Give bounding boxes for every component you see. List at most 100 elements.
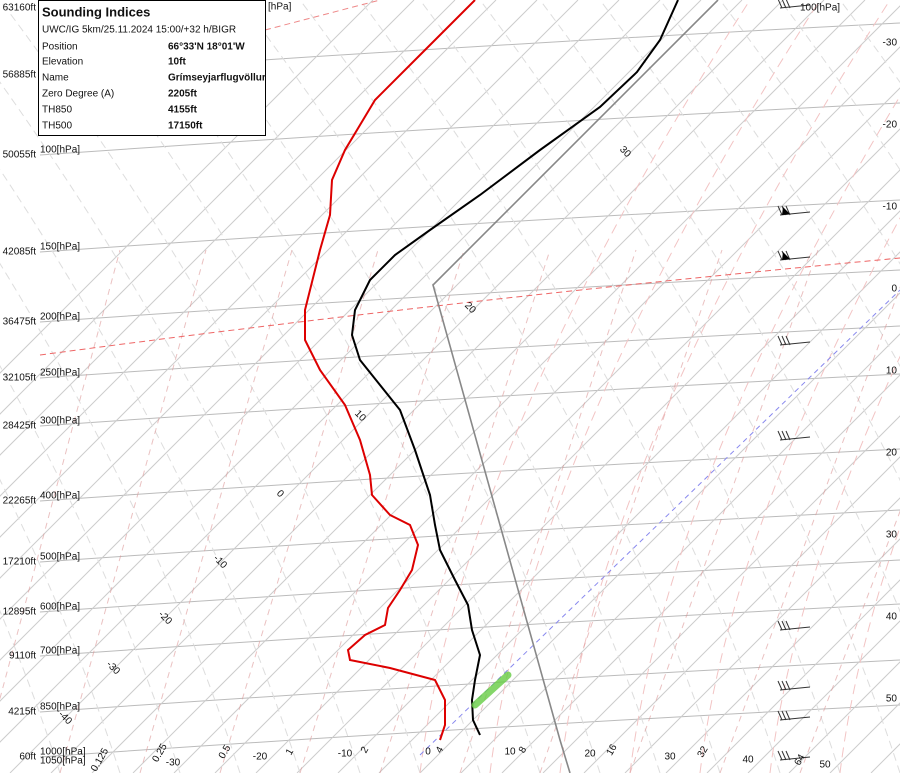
mixing-ratio-label: 64 (793, 752, 808, 768)
mixing-ratio-line (799, 510, 900, 773)
isotherm (460, 333, 900, 773)
mixing-ratio-line (629, 249, 819, 773)
altitude-label: 32105ft (3, 373, 37, 384)
isotherm (583, 456, 900, 773)
mixing-ratio-label: 0.125 (89, 746, 111, 773)
isotherm (419, 292, 900, 773)
barb-shaft (779, 686, 811, 691)
isobar (39, 509, 900, 563)
barb-feather (777, 710, 783, 721)
info-value: 10ft (168, 57, 186, 68)
mixing-ratio-line (59, 249, 207, 773)
dry-adiabat (779, 0, 900, 171)
right-temp-label: 30 (886, 530, 898, 541)
barb-pennant (782, 207, 790, 215)
pressure-label: 700[hPa] (40, 646, 80, 657)
isotherm (378, 251, 900, 773)
info-subtitle: UWC/IG 5km/25.11.2024 15:00/+32 h/BIGR (42, 25, 236, 36)
isotherm (296, 169, 900, 773)
bottom-temp-label: -10 (338, 749, 353, 760)
dry-adiabat (419, 0, 841, 773)
altitude-label: 4215ft (8, 707, 36, 718)
bottom-temp-label: -20 (253, 752, 268, 763)
moist-adiabat (839, 526, 900, 773)
isotherm (870, 743, 900, 773)
info-title: Sounding Indices (42, 4, 150, 19)
isobar (39, 659, 900, 713)
barb-feather (777, 750, 783, 761)
isotherm (91, 0, 866, 773)
info-rows: Position 66°33'N 18°01'W Elevation 10ft Name… (42, 42, 266, 132)
info-label: TH500 (42, 121, 72, 132)
dry-adiabat (359, 0, 781, 773)
bottom-temp-label: 30 (664, 752, 676, 763)
barb-feather (777, 250, 783, 261)
altitude-label: 60ft (19, 752, 36, 763)
isotherm (542, 415, 900, 773)
wind-barbs (777, 0, 811, 761)
mixing-ratio-label: 1 (284, 747, 297, 758)
barb-shaft (779, 716, 811, 721)
info-label: Name (42, 73, 69, 84)
pressure-label: 100[hPa] (40, 145, 80, 156)
info-value: 17150ft (168, 121, 203, 132)
isotherm-label: -30 (104, 659, 122, 677)
barb-pennant (782, 252, 790, 260)
pressure-label: 300[hPa] (40, 416, 80, 427)
info-label: Zero Degree (A) (42, 89, 114, 100)
isotherm (706, 579, 900, 773)
altitude-label: 12895ft (3, 607, 37, 618)
right-temp-label: -20 (883, 120, 898, 131)
barb-feather (785, 750, 791, 761)
isobar (39, 559, 900, 613)
mixing-ratio-label: 16 (605, 742, 620, 758)
info-value: 66°33'N 18°01'W (168, 42, 245, 53)
pressure-label: 250[hPa] (40, 368, 80, 379)
isotherm-label: 30 (617, 144, 633, 160)
altitude-label: 42085ft (3, 247, 37, 258)
mixing-ratio-line (299, 249, 465, 773)
altitude-label: 28425ft (3, 421, 37, 432)
info-value: Grímseyjarflugvöllur (168, 73, 266, 84)
moist-adiabat (419, 0, 751, 773)
isobar (39, 448, 900, 502)
isotherm (0, 0, 415, 415)
right-temp-label: 20 (886, 448, 898, 459)
moist-adiabat (699, 217, 900, 773)
isotherm (501, 374, 900, 773)
pressure-label: 200[hPa] (40, 312, 80, 323)
isotherm (132, 5, 900, 773)
barb-feather (777, 430, 783, 441)
isotherm (9, 0, 784, 773)
info-box (38, 0, 266, 136)
isotherm (829, 702, 900, 773)
isotherm (0, 0, 702, 702)
altitude-label: 17210ft (3, 557, 37, 568)
barb-feather (781, 335, 787, 346)
barb-shaft (779, 436, 811, 441)
barb-shaft (779, 626, 811, 631)
cloud-marker (471, 671, 512, 709)
barb-feather (785, 0, 791, 9)
right-temp-label: 40 (886, 612, 898, 623)
info-label: Position (42, 42, 78, 53)
pressure-label: 1000[hPa] (40, 747, 86, 758)
right-temp-label: 10 (886, 366, 898, 377)
dewpoint-curve (350, 0, 679, 736)
pressure-label: 500[hPa] (40, 552, 80, 563)
isotherm-label: 10 (352, 408, 368, 424)
parcel-curve (432, 0, 719, 773)
moist-adiabat (769, 355, 900, 773)
isotherm (0, 0, 743, 743)
isotherm (337, 210, 900, 773)
bottom-temp-label: 50 (819, 760, 831, 771)
mixing-ratio-line (139, 249, 293, 773)
isotherm (173, 46, 900, 773)
info-label: Elevation (42, 57, 83, 68)
bottom-temp-label: 0 (425, 747, 431, 758)
barb-feather (785, 680, 791, 691)
right-temp-label: 0 (891, 284, 897, 295)
barb-shaft (779, 341, 811, 346)
